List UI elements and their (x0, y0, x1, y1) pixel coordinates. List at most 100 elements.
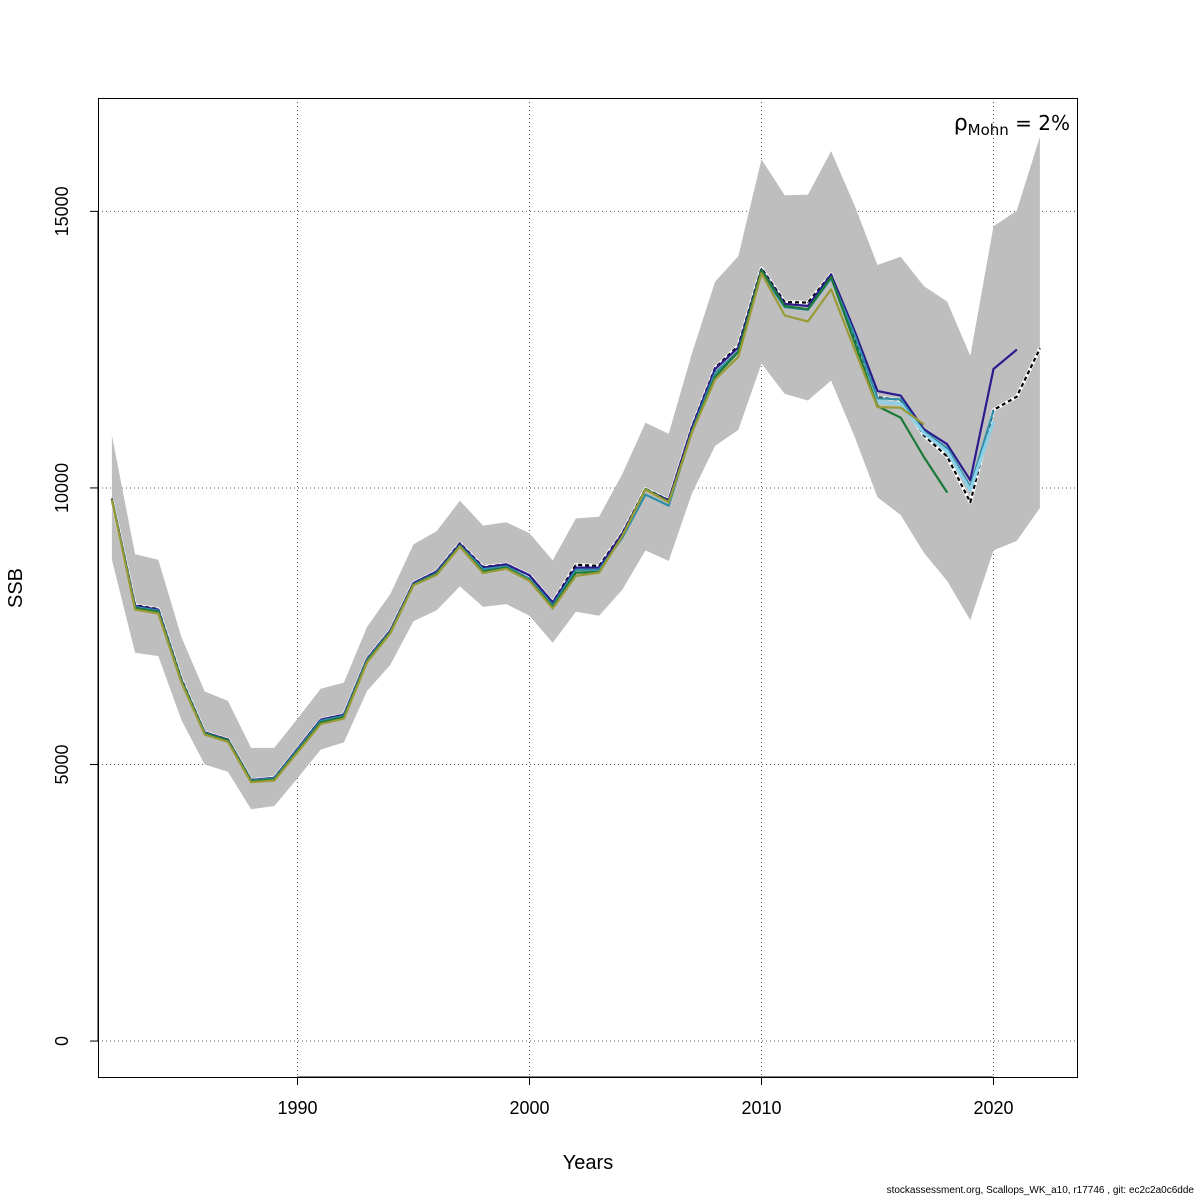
series-1-point-2021 (1016, 349, 1018, 351)
series-5-point-2012 (807, 320, 809, 323)
series-5-point-2007 (691, 432, 693, 434)
series-5-point-1995 (412, 584, 415, 586)
series-5-point-2008 (714, 378, 716, 381)
series-5-point-2001 (552, 607, 554, 610)
series-5-point-1993 (366, 661, 368, 663)
series-2-point-2020 (992, 409, 995, 412)
series-1-point-2002 (575, 567, 577, 569)
series-0-point-2002 (575, 564, 577, 566)
x-tick-label-2010: 2010 (741, 1098, 781, 1118)
series-3-point-2018 (946, 450, 948, 452)
series-1-point-2012 (807, 305, 809, 307)
series-5-point-1982 (111, 499, 113, 501)
series-5-point-2002 (575, 575, 577, 577)
series-1-point-1999 (505, 563, 507, 565)
x-tick-label-1990: 1990 (277, 1098, 317, 1118)
series-5-point-2014 (853, 348, 855, 350)
series-4-point-1984 (157, 611, 159, 613)
series-4-point-2017 (923, 456, 925, 458)
series-5-point-1990 (296, 751, 299, 753)
series-2-point-1991 (320, 720, 322, 722)
series-5-point-2006 (668, 501, 670, 503)
series-5-point-1998 (482, 572, 484, 574)
x-tick-label-2020: 2020 (973, 1098, 1013, 1118)
series-2-point-2016 (900, 398, 902, 400)
series-1-point-2016 (900, 395, 902, 397)
series-5-point-1996 (436, 574, 438, 576)
series-5-point-2010 (760, 272, 763, 274)
series-1-point-2001 (552, 601, 554, 604)
x-tick-label-2000: 2000 (509, 1098, 549, 1118)
series-0-point-2019 (969, 501, 971, 503)
series-3-point-2020 (992, 421, 995, 423)
rho-symbol: ρ (954, 111, 968, 136)
series-5-line (110, 272, 925, 784)
confidence-band-layer (111, 136, 1040, 810)
confidence-band (111, 136, 1040, 810)
series-1-point-2019 (969, 479, 971, 481)
series-0-point-2021 (1016, 396, 1018, 398)
series-5-point-2000 (528, 580, 531, 582)
y-tick-label-0: 0 (52, 1036, 72, 1046)
series-3-line (877, 400, 996, 492)
series-4-point-2002 (575, 572, 577, 574)
series-4-point-2016 (900, 417, 902, 419)
series-2-point-2015 (876, 397, 879, 399)
series-5-point-1986 (204, 734, 206, 736)
footer-source: stockassessment.org, Scallops_WK_a10, r1… (886, 1185, 1194, 1196)
series-4-point-2011 (784, 305, 786, 307)
series-5-point-2015 (876, 406, 879, 408)
series-5-point-2004 (621, 535, 623, 537)
series-4-point-1991 (320, 721, 322, 724)
series-2-point-2008 (714, 372, 716, 374)
series-4-point-2013 (830, 276, 832, 278)
series-5-point-2005 (644, 489, 647, 491)
series-4-point-2014 (853, 340, 855, 342)
series-5-point-1994 (389, 632, 391, 635)
series-2-point-2006 (668, 505, 670, 507)
series-1-point-2000 (528, 574, 531, 576)
series-1-point-1997 (459, 543, 461, 545)
series-5-point-1999 (505, 568, 507, 570)
mohn-value: = 2% (1009, 111, 1070, 135)
series-5-point-1987 (227, 741, 229, 743)
series-1-point-2008 (714, 368, 716, 370)
series-2-point-2002 (575, 569, 577, 571)
series-4-point-1987 (227, 739, 229, 741)
series-3-point-2017 (923, 432, 925, 434)
series-1-point-2014 (853, 329, 855, 331)
series-3-point-2019 (969, 489, 971, 491)
series-2-point-2014 (853, 333, 855, 335)
series-4-point-2012 (807, 308, 809, 310)
series-5-point-2016 (900, 407, 902, 409)
series-0-point-2012 (807, 302, 809, 304)
series-5-point-1984 (157, 612, 159, 615)
series-5-point-1988 (250, 781, 252, 783)
series-5-point-1991 (320, 723, 322, 725)
y-tick-label-5000: 5000 (52, 744, 72, 784)
series-5-point-1983 (134, 609, 136, 611)
series-5-point-1992 (343, 718, 345, 720)
series-5-point-2011 (784, 314, 786, 316)
series-1-point-2020 (992, 368, 995, 370)
series-5-point-1997 (459, 546, 461, 548)
series-1-point-2018 (946, 443, 948, 445)
x-axis-title: Years (563, 1152, 613, 1174)
series-0-point-2018 (946, 455, 948, 457)
series-1-point-2013 (830, 273, 832, 275)
mohn-rho-annotation: ρMohn = 2% (954, 111, 1070, 139)
series-4-point-2008 (714, 376, 716, 378)
series-4-point-2018 (946, 491, 948, 493)
y-axis-title: SSB (5, 568, 27, 608)
series-3-point-2015 (876, 401, 879, 403)
series-5-point-1989 (273, 779, 275, 782)
series-0-point-2022 (1039, 348, 1041, 350)
mohn-subscript: Mohn (968, 121, 1009, 139)
series-3-point-2016 (900, 403, 902, 405)
series-2-point-2018 (946, 447, 948, 449)
y-tick-label-10000: 10000 (52, 463, 72, 513)
series-5-point-2003 (598, 572, 600, 574)
series-5-point-2013 (830, 288, 832, 290)
series-5-point-1985 (180, 682, 183, 684)
